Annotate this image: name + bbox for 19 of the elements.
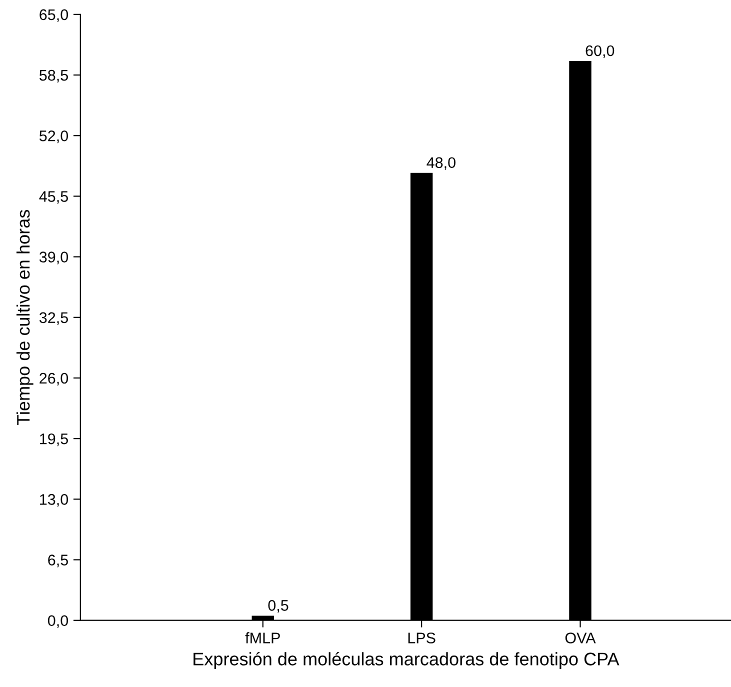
- data-label: 0,5: [268, 600, 288, 613]
- data-label: 60,0: [586, 45, 614, 58]
- x-tick-label: fMLP: [245, 632, 280, 644]
- y-tick-label: 6,5: [48, 554, 68, 568]
- data-label: 48,0: [426, 157, 456, 170]
- y-tick-label: 58,5: [39, 70, 68, 83]
- x-axis-title: Expresión de moléculas marcadoras de fenotipo CPA: [194, 652, 620, 670]
- y-tick-label: 26,0: [40, 372, 68, 386]
- y-tick-label: 65,0: [40, 9, 68, 22]
- y-tick-label: 39,0: [39, 252, 68, 264]
- x-tick-label: OVA: [565, 632, 596, 644]
- x-tick-label: LPS: [408, 632, 436, 644]
- y-tick-label: 52,0: [39, 130, 68, 144]
- y-axis-title: Tiempo de cultivo en horas: [16, 210, 34, 426]
- y-tick-label: 13,0: [40, 494, 68, 507]
- y-tick-label: 32,5: [39, 312, 68, 325]
- y-tick-label: 19,5: [40, 433, 68, 446]
- y-tick-label: 0,0: [48, 615, 68, 628]
- y-tick-label: 45,5: [39, 191, 68, 204]
